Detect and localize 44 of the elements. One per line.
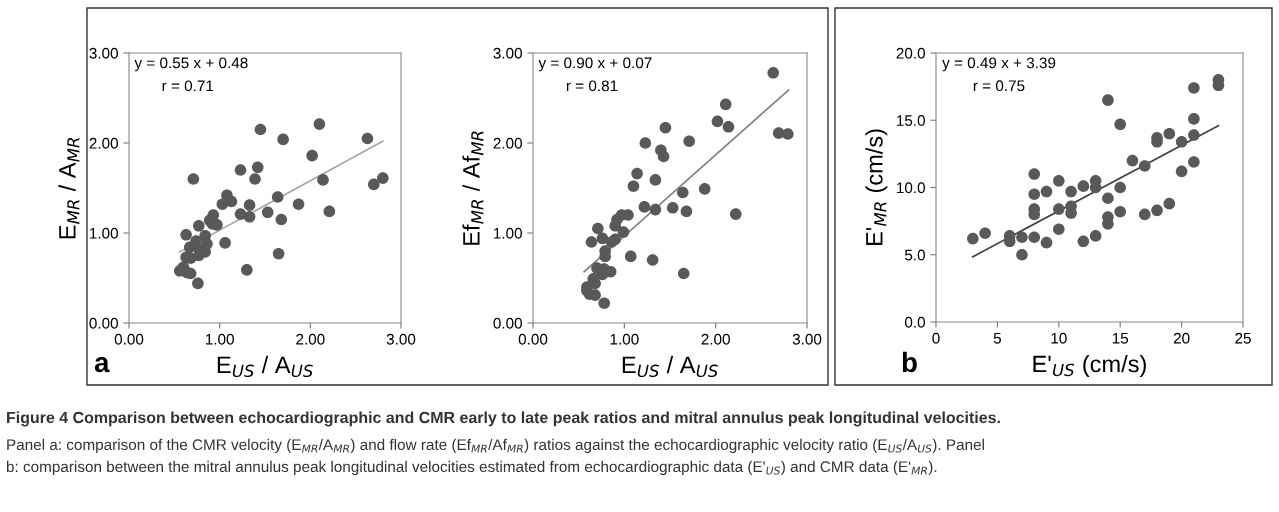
y-tick-label: 3.00 <box>89 47 118 59</box>
y-tick-label: 1.00 <box>90 227 118 239</box>
y-tick-label: 2.00 <box>89 137 118 149</box>
x-tick-label: 2.00 <box>701 333 730 345</box>
y-tick-label: 20.0 <box>896 47 925 59</box>
y-axis-title: E$_{MR}$ / A$_{MR}$ <box>58 138 80 239</box>
x-tick-label: 15 <box>1112 332 1129 344</box>
y-axis-title: Ef$_{MR}$ / Af$_{MR}$ <box>462 131 484 245</box>
x-tick-label: 5 <box>993 332 1002 344</box>
text: a <box>94 357 110 373</box>
y-tick-label: 15.0 <box>897 115 925 126</box>
annotation: y = 0.49 x + 3.39 <box>942 57 1056 72</box>
y-tick-label: 10.0 <box>897 182 925 194</box>
text: Panel a: comparison of the CMR velocity (E$_{MR}$/A$_{MR}$) and flow rate (Ef$_{MR}$/Af$_{MR}$) ratios against the echocardiographic velocity ratio (E$_{US}$/A$_{US}$). Panel <box>7 438 984 454</box>
y-tick-label: 1.00 <box>494 227 522 239</box>
y-axis-title: E'$_{MR}$ (cm/s) <box>865 129 888 246</box>
y-tick-label: 0.00 <box>493 317 522 329</box>
annotation: r = 0.71 <box>162 80 214 92</box>
y-tick-label: 0.00 <box>89 317 118 329</box>
annotation: y = 0.90 x + 0.07 <box>538 57 652 72</box>
annotation: r = 0.81 <box>566 80 618 92</box>
x-tick-label: 10 <box>1051 332 1067 344</box>
x-axis-title: E'$_{US}$ (cm/s) <box>1033 354 1146 377</box>
x-tick-label: 0 <box>932 332 940 344</box>
caption: Figure 4 Comparison between echocardiographic and CMR early to late peak ratios and mitral annulus peak longitudinal velocities. <box>7 411 1000 427</box>
x-tick-label: 25 <box>1235 332 1251 344</box>
x-tick-label: 0.00 <box>518 333 548 345</box>
y-tick-label: 0.0 <box>904 316 925 328</box>
annotation: y = 0.55 x + 0.48 <box>134 57 248 72</box>
x-tick-label: 3.00 <box>386 333 416 345</box>
y-tick-label: 5.0 <box>904 249 925 261</box>
y-tick-label: 2.00 <box>493 137 522 149</box>
x-axis-title: E$_{US}$ / A$_{US}$ <box>622 355 718 378</box>
x-tick-label: 0.00 <box>114 333 144 345</box>
x-tick-label: 3.00 <box>792 333 822 345</box>
x-tick-label: 2.00 <box>296 333 325 345</box>
x-tick-label: 1.00 <box>610 333 639 345</box>
x-tick-label: 20 <box>1173 332 1190 344</box>
text: b <box>902 351 917 373</box>
y-tick-label: 3.00 <box>493 47 522 59</box>
annotation: r = 0.75 <box>973 80 1025 92</box>
x-tick-label: 1.00 <box>205 333 234 345</box>
text: b: comparison between the mitral annulus peak longitudinal velocities estimated from echocardiographic data (E'$_{US}$) and CMR data (E'$_{MR}$). <box>6 460 937 476</box>
x-axis-title: E$_{US}$ / A$_{US}$ <box>217 355 313 378</box>
